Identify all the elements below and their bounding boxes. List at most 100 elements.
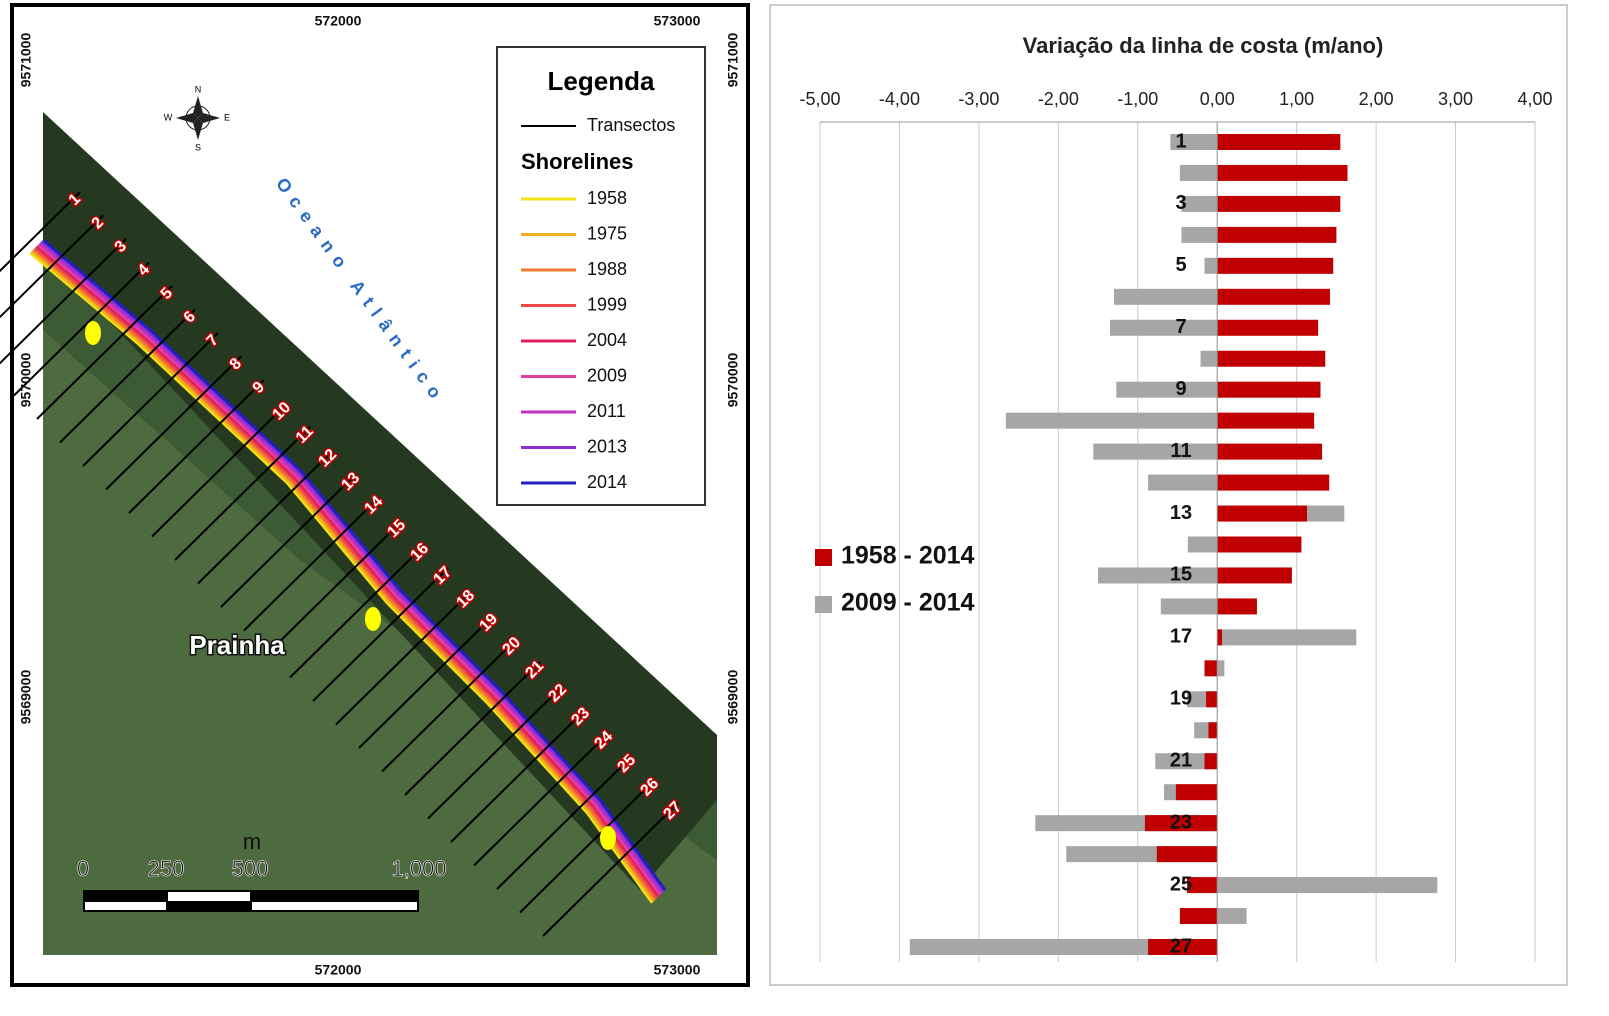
marker	[600, 826, 616, 850]
scale-label: 1,000	[391, 856, 446, 881]
x-tick-label: 1,00	[1279, 89, 1314, 109]
compass-n: N	[195, 84, 202, 94]
x-tick-label: -4,00	[879, 89, 920, 109]
y-tick-label: 1	[1175, 130, 1186, 152]
bar	[1217, 567, 1292, 583]
map-legend-title: Legenda	[548, 66, 655, 96]
map-legend-item: 1958	[587, 188, 627, 208]
bar	[1205, 660, 1218, 676]
y-tick-label: 9	[1175, 378, 1186, 400]
marker	[85, 321, 101, 345]
coord-label: 9569000	[18, 670, 34, 725]
x-tick-label: 3,00	[1438, 89, 1473, 109]
coord-label: 573000	[654, 13, 701, 29]
y-tick-label: 19	[1170, 688, 1192, 710]
bar	[1093, 444, 1217, 460]
map-legend-item: 1999	[587, 294, 627, 314]
map-legend-item: 2009	[587, 365, 627, 385]
bar	[1217, 598, 1257, 614]
chart-title: Variação da linha de costa (m/ano)	[1023, 33, 1384, 58]
y-tick-label: 21	[1170, 750, 1192, 772]
bar	[1180, 165, 1217, 181]
map-legend-subtitle: Shorelines	[521, 149, 633, 174]
legend-label: 2009 - 2014	[841, 589, 975, 617]
map-legend-item: 1988	[587, 259, 627, 279]
bar	[1217, 320, 1318, 336]
bar	[1217, 660, 1224, 676]
bar	[1188, 537, 1217, 553]
coord-label: 9571000	[18, 33, 34, 88]
legend-swatch	[815, 549, 832, 566]
y-tick-label: 7	[1175, 316, 1186, 338]
scale-bar	[168, 892, 250, 901]
scale-label: 500	[232, 856, 269, 881]
x-tick-label: -1,00	[1117, 89, 1158, 109]
bar	[1217, 134, 1340, 150]
marker	[365, 607, 381, 631]
map-legend-item: 2004	[587, 330, 627, 350]
x-tick-label: 2,00	[1359, 89, 1394, 109]
bar	[1205, 258, 1218, 274]
y-tick-label: 17	[1170, 626, 1192, 648]
bar	[1217, 506, 1307, 522]
bar	[1217, 227, 1336, 243]
place-label: Prainha	[189, 630, 285, 660]
y-tick-label: 27	[1170, 935, 1192, 957]
y-tick-label: 25	[1170, 873, 1192, 895]
y-tick-label: 5	[1175, 254, 1186, 276]
scale-unit: m	[243, 829, 261, 854]
bar	[1161, 598, 1217, 614]
map-legend-item: Transectos	[587, 115, 675, 135]
coord-label: 9570000	[725, 353, 741, 408]
bar	[1206, 691, 1217, 707]
bar	[1148, 475, 1217, 491]
legend-label: 1958 - 2014	[841, 542, 975, 570]
coord-label: 9571000	[725, 33, 741, 88]
coord-label: 573000	[654, 962, 701, 978]
map-legend-item: 2013	[587, 436, 627, 456]
bar	[1217, 877, 1437, 893]
x-tick-label: -2,00	[1038, 89, 1079, 109]
scale-bar	[85, 902, 166, 910]
legend-swatch	[815, 596, 832, 613]
compass-w: W	[164, 112, 173, 122]
map-legend-item: 1975	[587, 223, 627, 243]
coord-label: 9569000	[725, 670, 741, 725]
bar	[1217, 289, 1330, 305]
y-tick-label: 11	[1170, 440, 1191, 462]
bar	[1217, 196, 1340, 212]
x-tick-label: -3,00	[958, 89, 999, 109]
bar	[1217, 165, 1347, 181]
bar	[1116, 382, 1217, 398]
bar	[1157, 846, 1217, 862]
compass-s: S	[195, 142, 201, 152]
y-tick-label: 23	[1170, 811, 1192, 833]
bar	[1217, 382, 1320, 398]
coord-label: 9570000	[18, 353, 34, 408]
bar	[1205, 753, 1218, 769]
bar	[1114, 289, 1217, 305]
compass-e: E	[224, 112, 230, 122]
y-tick-label: 13	[1170, 502, 1192, 524]
bar	[1208, 722, 1217, 738]
bar	[1181, 227, 1217, 243]
bar	[1217, 908, 1246, 924]
bar	[1217, 444, 1322, 460]
coord-label: 572000	[315, 13, 362, 29]
map-legend-item: 2011	[587, 401, 626, 421]
bar	[1217, 537, 1301, 553]
bar	[1217, 475, 1329, 491]
x-tick-label: 0,00	[1200, 89, 1235, 109]
y-tick-label: 15	[1170, 564, 1192, 586]
bar	[1098, 567, 1217, 583]
bar	[1176, 784, 1217, 800]
bar	[1181, 196, 1217, 212]
scale-bar	[252, 902, 417, 910]
bar	[1110, 320, 1217, 336]
bar	[1217, 413, 1314, 429]
bar	[1006, 413, 1217, 429]
coord-label: 572000	[315, 962, 362, 978]
scale-label: 0	[77, 856, 89, 881]
bar	[1217, 629, 1356, 645]
y-tick-label: 3	[1175, 192, 1186, 214]
